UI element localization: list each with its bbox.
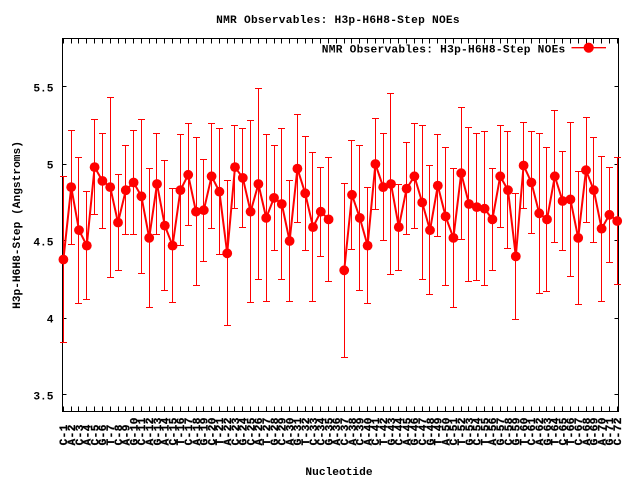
svg-text:C-72: C-72 (613, 417, 625, 445)
svg-text:G-46: G-46 (410, 417, 422, 445)
svg-text:G-13: G-13 (153, 417, 165, 445)
svg-text:G-24: G-24 (239, 417, 251, 445)
svg-text:C-41: C-41 (371, 417, 383, 445)
svg-text:C-11: C-11 (137, 417, 149, 445)
svg-text:A-4: A-4 (83, 424, 95, 445)
svg-text:C-25: C-25 (246, 417, 258, 445)
svg-text:A-30: A-30 (285, 417, 297, 445)
svg-text:C-44: C-44 (395, 417, 407, 445)
svg-text:A-14: A-14 (161, 417, 173, 445)
svg-text:C-58: C-58 (504, 417, 516, 445)
svg-text:C-65: C-65 (558, 417, 570, 445)
svg-text:G-71: G-71 (605, 417, 617, 445)
svg-text:T-27: T-27 (262, 417, 274, 445)
svg-text:G-48: G-48 (426, 417, 438, 445)
svg-text:T-21: T-21 (215, 417, 227, 445)
svg-text:A-50: A-50 (441, 417, 453, 445)
svg-text:C-20: C-20 (207, 417, 219, 445)
svg-text:A-62: A-62 (535, 417, 547, 445)
svg-text:A-70: A-70 (597, 417, 609, 445)
svg-text:T-66: T-66 (566, 417, 578, 445)
svg-text:5.5: 5.5 (33, 83, 53, 95)
svg-text:G-57: G-57 (496, 417, 508, 445)
svg-text:A-45: A-45 (402, 417, 414, 445)
svg-text:A-68: A-68 (582, 417, 594, 445)
svg-text:T-42: T-42 (379, 417, 391, 445)
svg-text:C-8: C-8 (114, 424, 126, 445)
svg-text:C-34: C-34 (317, 417, 329, 445)
svg-text:G-10: G-10 (129, 417, 141, 445)
svg-text:C-1: C-1 (59, 424, 71, 445)
svg-text:NMR Observables: H3p-H6H8-Step: NMR Observables: H3p-H6H8-Step NOEs (216, 15, 460, 27)
svg-text:G-63: G-63 (543, 417, 555, 445)
svg-text:G-19: G-19 (200, 417, 212, 445)
svg-text:C-54: C-54 (473, 417, 485, 445)
svg-text:G-43: G-43 (387, 417, 399, 445)
svg-text:G-31: G-31 (293, 417, 305, 445)
svg-text:5: 5 (47, 160, 54, 172)
svg-text:A-9: A-9 (122, 424, 134, 445)
svg-text:3.5: 3.5 (33, 391, 53, 403)
svg-text:H3p-H6H8-Step (Angstroms): H3p-H6H8-Step (Angstroms) (12, 141, 24, 309)
svg-text:C-47: C-47 (418, 417, 430, 445)
svg-text:A-26: A-26 (254, 417, 266, 445)
svg-text:G-69: G-69 (590, 417, 602, 445)
svg-text:G-6: G-6 (98, 424, 110, 445)
svg-text:T-49: T-49 (434, 417, 446, 445)
svg-text:T-64: T-64 (551, 417, 563, 445)
svg-text:A-12: A-12 (145, 417, 157, 445)
svg-text:A-2: A-2 (67, 424, 79, 445)
svg-text:C-17: C-17 (184, 417, 196, 445)
svg-text:4: 4 (47, 314, 54, 326)
svg-text:C-33: C-33 (309, 417, 321, 445)
svg-text:G-35: G-35 (324, 417, 336, 445)
svg-text:C-5: C-5 (90, 424, 102, 445)
svg-text:T-55: T-55 (480, 417, 492, 445)
svg-text:C-29: C-29 (278, 417, 290, 445)
svg-text:Nucleotide: Nucleotide (305, 467, 372, 479)
svg-text:A-36: A-36 (332, 417, 344, 445)
svg-text:4.5: 4.5 (33, 237, 53, 249)
svg-text:A-38: A-38 (348, 417, 360, 445)
svg-text:C-39: C-39 (356, 417, 368, 445)
svg-text:C-3: C-3 (75, 424, 87, 445)
svg-text:A-22: A-22 (223, 417, 235, 445)
svg-text:A-56: A-56 (488, 417, 500, 445)
svg-text:T-16: T-16 (176, 417, 188, 445)
svg-text:NMR Observables: H3p-H6H8-Step: NMR Observables: H3p-H6H8-Step NOEs (322, 45, 566, 57)
svg-text:C-15: C-15 (168, 417, 180, 445)
svg-text:T-60: T-60 (519, 417, 531, 445)
svg-text:A-18: A-18 (192, 417, 204, 445)
svg-text:A-40: A-40 (363, 417, 375, 445)
svg-text:G-59: G-59 (512, 417, 524, 445)
svg-text:C-67: C-67 (574, 417, 586, 445)
svg-text:G-28: G-28 (270, 417, 282, 445)
svg-text:G-53: G-53 (465, 417, 477, 445)
svg-text:C-51: C-51 (449, 417, 461, 445)
svg-text:T-7: T-7 (106, 424, 118, 445)
svg-text:C-37: C-37 (340, 417, 352, 445)
svg-text:T-32: T-32 (301, 417, 313, 445)
svg-text:T-52: T-52 (457, 417, 469, 445)
svg-text:C-61: C-61 (527, 417, 539, 445)
svg-text:C-23: C-23 (231, 417, 243, 445)
